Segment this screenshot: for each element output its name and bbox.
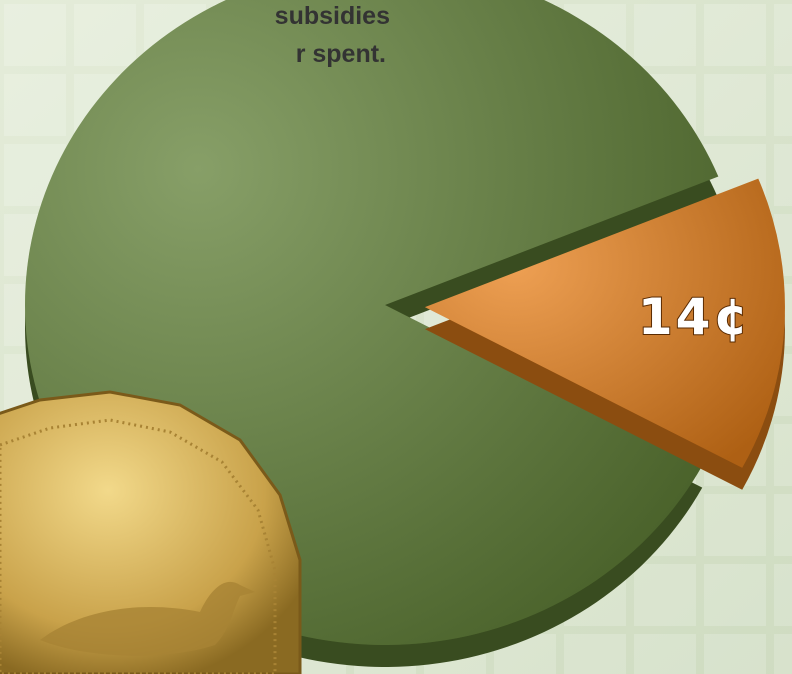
coin [0,390,302,674]
data-label: 14¢ [638,288,751,346]
slice-shade [424,178,785,468]
title-line: r spent. [296,40,386,68]
title-line: subsidies [275,2,390,30]
